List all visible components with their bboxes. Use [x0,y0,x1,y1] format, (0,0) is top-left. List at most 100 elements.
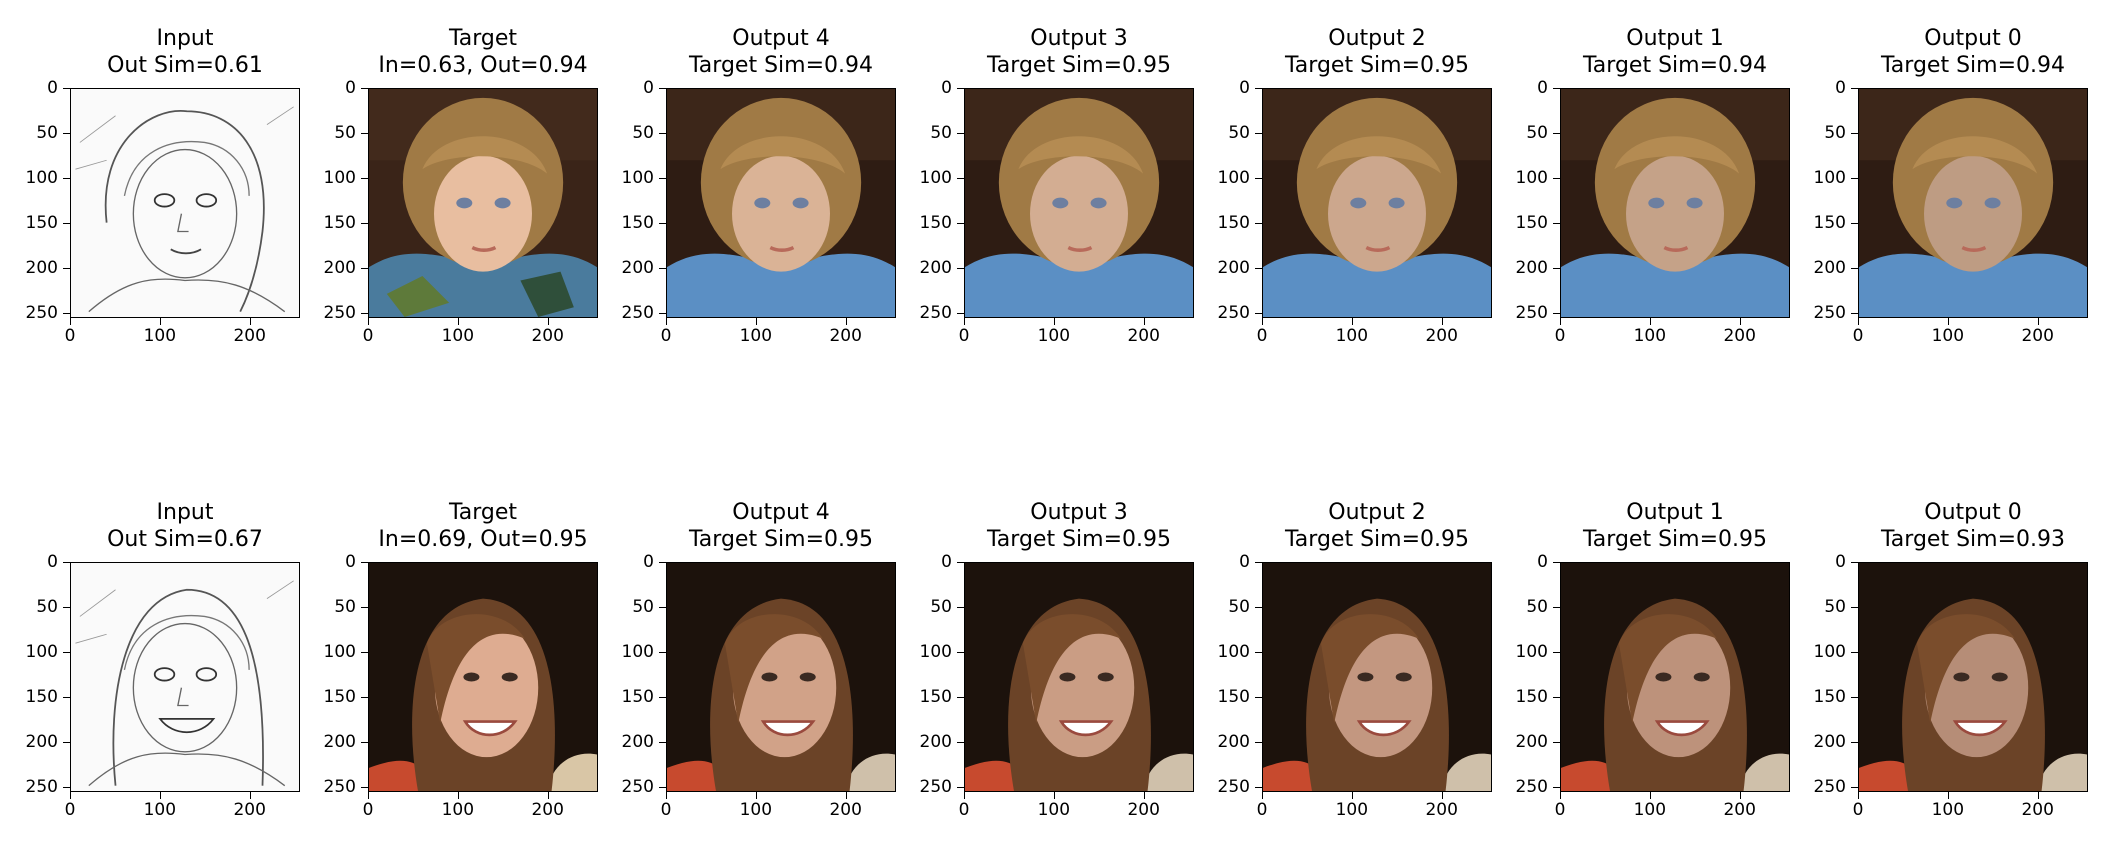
y-tick-mark [957,562,964,563]
y-tick-label: 150 [919,686,952,707]
y-tick-label: 200 [323,731,356,752]
y-tick-mark [361,88,368,89]
x-tick-label: 0 [362,326,374,346]
x-tick-mark [964,318,965,325]
face-photo-image [1263,89,1491,317]
x-tick-label: 200 [1127,326,1160,346]
y-tick-label: 100 [919,167,952,188]
image-frame [368,88,598,318]
y-tick-mark [659,562,666,563]
y-tick-label: 0 [1537,78,1548,98]
y-tick-mark [63,741,70,743]
x-tick-label: 200 [531,326,564,346]
x-tick-label: 100 [1633,800,1667,820]
x-tick-mark [1649,318,1651,325]
x-tick-mark [1560,792,1561,799]
y-tick-label: 50 [632,122,654,143]
x-tick-mark [1053,318,1055,325]
x-tick-mark [1947,318,1949,325]
y-tick-label: 250 [919,302,952,323]
x-tick-mark [1262,792,1263,799]
x-tick-mark [547,792,549,799]
x-tick-label: 200 [2021,326,2054,346]
y-tick-label: 200 [25,731,58,752]
y-tick-label: 250 [621,776,654,797]
x-tick-mark [1351,792,1353,799]
x-tick-mark [845,318,847,325]
y-tick-mark [1255,88,1262,89]
y-tick-mark [361,606,368,608]
x-tick-mark [1739,792,1741,799]
y-tick-label: 0 [1835,78,1846,98]
panel-title: Output 4 [732,500,830,525]
y-tick-label: 150 [1515,686,1548,707]
x-tick-mark [1649,792,1651,799]
x-tick-label: 0 [1256,800,1268,820]
y-tick-mark [361,696,368,698]
panel-subtitle: Target Sim=0.94 [1583,53,1767,78]
panel-subtitle: Target Sim=0.93 [1881,527,2065,552]
y-tick-label: 0 [941,552,952,572]
x-tick-mark [1441,318,1443,325]
y-tick-mark [1851,786,1858,788]
x-tick-label: 200 [2021,800,2054,820]
panel-subtitle: Target Sim=0.95 [987,527,1171,552]
y-tick-label: 250 [323,776,356,797]
y-tick-label: 200 [1813,731,1846,752]
y-tick-label: 250 [25,776,58,797]
image-frame [1262,562,1492,792]
y-tick-mark [1255,312,1262,314]
x-tick-label: 100 [1335,800,1369,820]
y-tick-mark [1553,741,1560,743]
panel-subtitle: Target Sim=0.95 [987,53,1171,78]
y-tick-label: 200 [1515,731,1548,752]
y-tick-label: 0 [1239,78,1250,98]
y-tick-label: 50 [334,596,356,617]
y-tick-mark [659,606,666,608]
image-frame [1560,88,1790,318]
y-tick-label: 250 [25,302,58,323]
x-tick-mark [2037,318,2039,325]
y-tick-label: 250 [1217,302,1250,323]
panel-subtitle: Target Sim=0.94 [689,53,873,78]
y-tick-label: 200 [621,731,654,752]
x-tick-label: 200 [1723,326,1756,346]
y-tick-label: 150 [25,212,58,233]
image-frame [1858,562,2088,792]
x-tick-mark [1262,318,1263,325]
panel-title: Output 3 [1030,500,1128,525]
x-tick-label: 100 [441,800,475,820]
y-tick-label: 200 [919,257,952,278]
y-tick-label: 150 [1217,212,1250,233]
image-frame [964,88,1194,318]
y-tick-label: 50 [36,122,58,143]
y-tick-mark [1255,606,1262,608]
y-tick-mark [361,222,368,224]
x-tick-label: 100 [739,326,773,346]
y-tick-label: 50 [1228,596,1250,617]
y-tick-label: 150 [1813,686,1846,707]
x-tick-label: 0 [958,326,970,346]
x-tick-label: 0 [1256,326,1268,346]
y-tick-mark [659,88,666,89]
image-frame [964,562,1194,792]
x-tick-mark [249,318,251,325]
image-frame [666,562,896,792]
y-tick-label: 200 [621,257,654,278]
y-tick-label: 0 [1537,552,1548,572]
y-tick-mark [1851,606,1858,608]
y-tick-mark [957,651,964,653]
y-tick-mark [957,177,964,179]
y-tick-label: 250 [1515,302,1548,323]
face-photo-image [1859,89,2087,317]
y-tick-mark [63,222,70,224]
x-tick-mark [1739,318,1741,325]
y-tick-mark [361,651,368,653]
face-photo-image [1561,89,1789,317]
y-tick-label: 100 [1217,641,1250,662]
y-tick-label: 150 [25,686,58,707]
y-tick-mark [957,88,964,89]
x-tick-label: 0 [64,326,76,346]
y-tick-mark [957,312,964,314]
y-tick-mark [1553,267,1560,269]
